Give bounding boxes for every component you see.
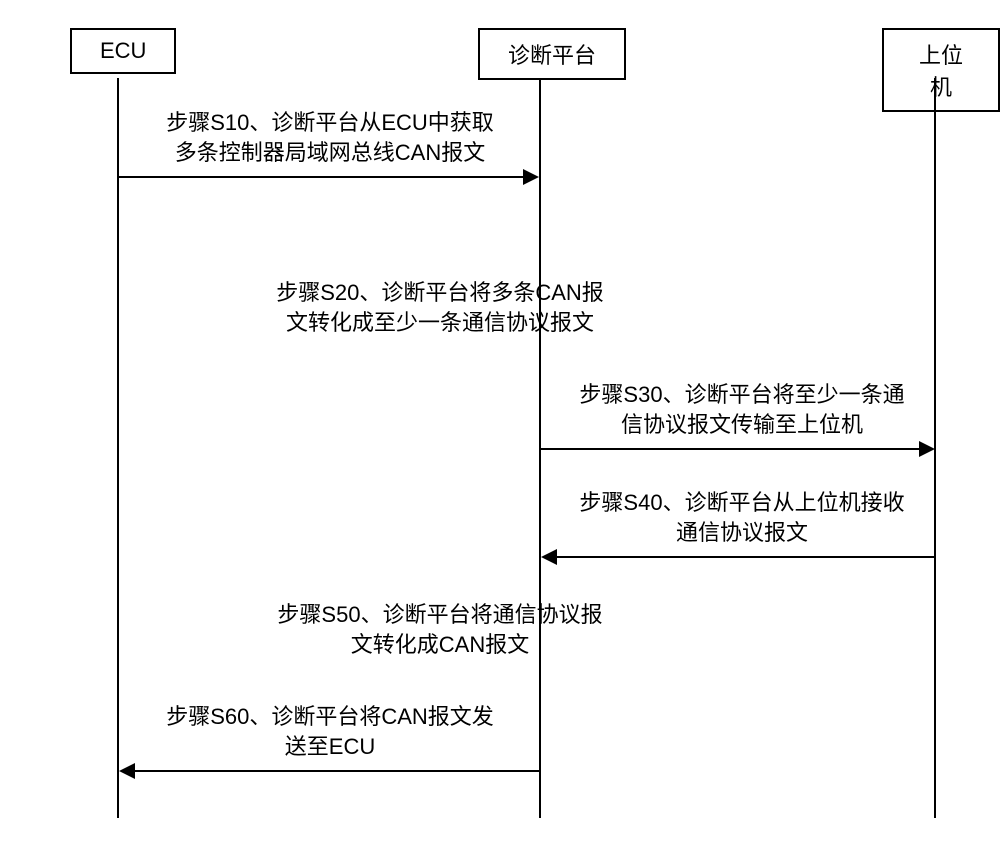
- msg-s10-arrow: [119, 176, 525, 178]
- participant-platform-label: 诊断平台: [508, 43, 596, 68]
- participant-host: 上位机: [882, 28, 1000, 112]
- msg-s40-label: 步骤S40、诊断平台从上位机接收 通信协议报文: [552, 488, 932, 547]
- msg-s60-label: 步骤S60、诊断平台将CAN报文发 送至ECU: [130, 702, 530, 761]
- msg-s10-arrowhead: [523, 169, 539, 185]
- msg-s10-label: 步骤S10、诊断平台从ECU中获取 多条控制器局域网总线CAN报文: [130, 108, 530, 167]
- msg-s60-arrowhead: [119, 763, 135, 779]
- participant-ecu: ECU: [70, 28, 176, 74]
- msg-s40-arrow: [555, 556, 935, 558]
- msg-s20-label: 步骤S20、诊断平台将多条CAN报 文转化成至少一条通信协议报文: [230, 278, 650, 337]
- msg-s40-arrowhead: [541, 549, 557, 565]
- msg-s50-label: 步骤S50、诊断平台将通信协议报 文转化成CAN报文: [230, 600, 650, 659]
- participant-host-label: 上位机: [919, 43, 963, 100]
- participant-ecu-label: ECU: [100, 38, 146, 63]
- lifeline-ecu: [117, 78, 119, 818]
- msg-s30-arrowhead: [919, 441, 935, 457]
- msg-s30-arrow: [541, 448, 921, 450]
- msg-s30-label: 步骤S30、诊断平台将至少一条通 信协议报文传输至上位机: [552, 380, 932, 439]
- msg-s60-arrow: [133, 770, 539, 772]
- participant-platform: 诊断平台: [478, 28, 626, 80]
